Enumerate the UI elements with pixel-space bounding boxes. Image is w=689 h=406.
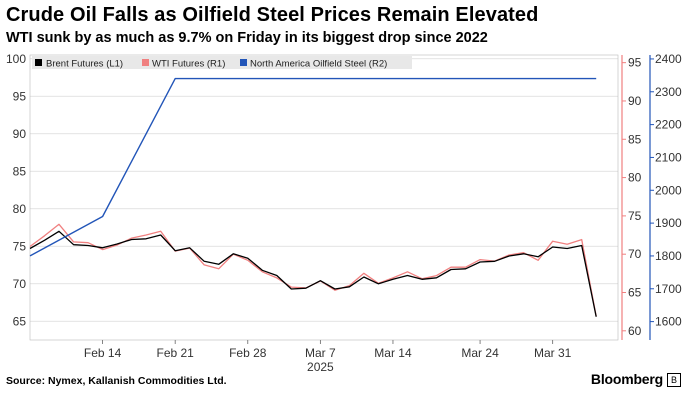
x-year-label: 2025 — [307, 360, 334, 374]
legend-swatch-wti — [142, 59, 149, 66]
series-layer — [29, 77, 597, 317]
right2-tick-label: 2300 — [655, 85, 682, 99]
right2-tick-label: 2100 — [655, 150, 682, 164]
right2-tick-label: 1800 — [655, 249, 682, 263]
right1-tick-label: 60 — [628, 324, 642, 338]
plot-frame — [29, 54, 619, 341]
right1-tick-label: 65 — [628, 286, 642, 300]
left-tick-label: 70 — [13, 277, 27, 291]
right2-tick-label: 2200 — [655, 118, 682, 132]
left-tick-label: 65 — [13, 314, 27, 328]
legend: Brent Futures (L1) WTI Futures (R1) Nort… — [32, 56, 412, 70]
right1-tick-label: 80 — [628, 171, 642, 185]
source-note: Source: Nymex, Kallanish Commodities Ltd… — [6, 375, 227, 387]
series-line-brent — [29, 230, 597, 317]
right1-tick-label: 85 — [628, 132, 642, 146]
chart-title: Crude Oil Falls as Oilfield Steel Prices… — [6, 4, 539, 26]
right1-tick-label: 90 — [628, 94, 642, 108]
right2-axis: 2400 2300 2200 2100 2000 1900 1800 1700 1600 — [649, 52, 682, 340]
left-tick-label: 85 — [13, 164, 27, 178]
right1-tick-label: 75 — [628, 209, 642, 223]
right1-axis: 95 90 85 80 75 70 65 60 — [621, 55, 642, 340]
series-line-steel — [29, 77, 597, 257]
left-tick-label: 80 — [13, 202, 27, 216]
bloomberg-logo-icon: B — [667, 373, 681, 387]
gridlines — [30, 58, 618, 322]
series-line-wti — [29, 223, 597, 317]
x-axis: Feb 14 Feb 21 Feb 28 Mar 7 Mar 14 Mar 24 Mar 3… — [84, 340, 572, 374]
x-tick-label: Feb 21 — [157, 346, 195, 360]
x-tick-label: Feb 28 — [229, 346, 267, 360]
x-tick-label: Mar 24 — [461, 346, 499, 360]
legend-label-steel: North America Oilfield Steel (R2) — [250, 59, 387, 70]
x-tick-label: Mar 7 — [305, 346, 336, 360]
x-tick-label: Feb 14 — [84, 346, 122, 360]
x-tick-label: Mar 31 — [534, 346, 572, 360]
legend-background — [32, 56, 412, 69]
x-tick-label: Mar 14 — [374, 346, 412, 360]
left-tick-label: 75 — [13, 239, 27, 253]
right1-tick-label: 95 — [628, 56, 642, 70]
right2-tick-label: 1900 — [655, 216, 682, 230]
legend-swatch-steel — [240, 59, 247, 66]
right2-tick-label: 1600 — [655, 315, 682, 329]
right1-tick-label: 70 — [628, 247, 642, 261]
left-tick-label: 90 — [13, 127, 27, 141]
chart-subtitle: WTI sunk by as much as 9.7% on Friday in… — [6, 30, 488, 46]
legend-swatch-brent — [35, 59, 42, 66]
left-axis: 100 95 90 85 80 75 70 65 — [6, 52, 26, 329]
left-tick-label: 100 — [6, 52, 26, 66]
bloomberg-logo: Bloomberg — [590, 371, 663, 387]
right2-tick-label: 1700 — [655, 282, 682, 296]
legend-label-brent: Brent Futures (L1) — [46, 59, 123, 70]
left-tick-label: 95 — [13, 89, 27, 103]
legend-label-wti: WTI Futures (R1) — [152, 59, 225, 70]
right2-tick-label: 2000 — [655, 183, 682, 197]
right2-tick-label: 2400 — [655, 52, 682, 66]
